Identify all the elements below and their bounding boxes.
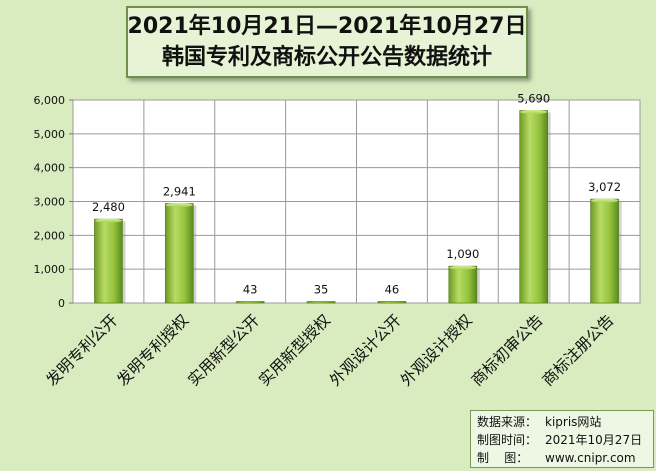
data-label: 35 [314, 283, 329, 297]
y-tick-label: 3,000 [34, 196, 66, 209]
data-label: 1,090 [446, 247, 479, 261]
data-label: 3,072 [588, 180, 621, 194]
y-tick-label: 5,000 [34, 128, 66, 141]
source-info-box: 数据来源：kipris网站 制图时间：2021年10月27日 制 图：www.c… [470, 410, 654, 468]
time-key: 制图时间： [477, 431, 545, 449]
bar [520, 110, 548, 303]
source-key: 数据来源： [477, 413, 545, 431]
maker-key: 制 图： [477, 449, 545, 467]
x-tick-label: 外观设计授权 [397, 311, 475, 389]
bar-top-highlight [95, 219, 122, 223]
data-label: 5,690 [517, 91, 550, 105]
data-label: 2,480 [92, 200, 125, 214]
x-tick-label: 商标初审公告 [468, 311, 546, 389]
bar [236, 302, 264, 304]
bar [378, 301, 406, 303]
y-tick-label: 4,000 [34, 162, 66, 175]
y-tick-label: 6,000 [34, 94, 66, 107]
plot-area: 0 1,000 2,000 3,000 4,000 5,000 6,000 2,480 发明专利… [34, 91, 641, 389]
chart-title-box: 2021年10月21日—2021年10月27日 韩国专利及商标公开公告数据统计 [126, 6, 528, 78]
data-label: 43 [243, 283, 258, 297]
bar [94, 219, 122, 303]
bar [449, 266, 477, 303]
x-tick-label: 实用新型公开 [185, 311, 263, 389]
bar [591, 199, 619, 303]
y-tick-label: 2,000 [34, 229, 66, 242]
bar-top-highlight [166, 203, 193, 207]
data-label: 46 [385, 282, 400, 296]
time-row: 制图时间：2021年10月27日 [477, 431, 647, 449]
bar-top-highlight [520, 110, 547, 114]
source-row: 数据来源：kipris网站 [477, 413, 647, 431]
time-value: 2021年10月27日 [545, 433, 642, 447]
y-tick-label: 0 [58, 297, 65, 310]
x-tick-label: 外观设计公开 [326, 311, 404, 389]
data-label: 2,941 [163, 184, 196, 198]
x-tick-label: 发明专利公开 [43, 311, 121, 389]
x-tick-label: 商标注册公告 [539, 311, 617, 389]
bar [165, 203, 193, 303]
maker-value: www.cnipr.com [545, 451, 636, 465]
x-tick-label: 发明专利授权 [114, 311, 192, 389]
bar-top-highlight [591, 199, 618, 203]
chart-title-line-2: 韩国专利及商标公开公告数据统计 [162, 42, 492, 73]
bar [307, 302, 335, 304]
y-tick-label: 1,000 [34, 263, 66, 276]
bar-top-highlight [449, 266, 476, 270]
x-tick-label: 实用新型授权 [255, 311, 333, 389]
maker-row: 制 图：www.cnipr.com [477, 449, 647, 467]
source-value: kipris网站 [545, 415, 601, 429]
chart-title-line-1: 2021年10月21日—2021年10月27日 [128, 11, 527, 42]
